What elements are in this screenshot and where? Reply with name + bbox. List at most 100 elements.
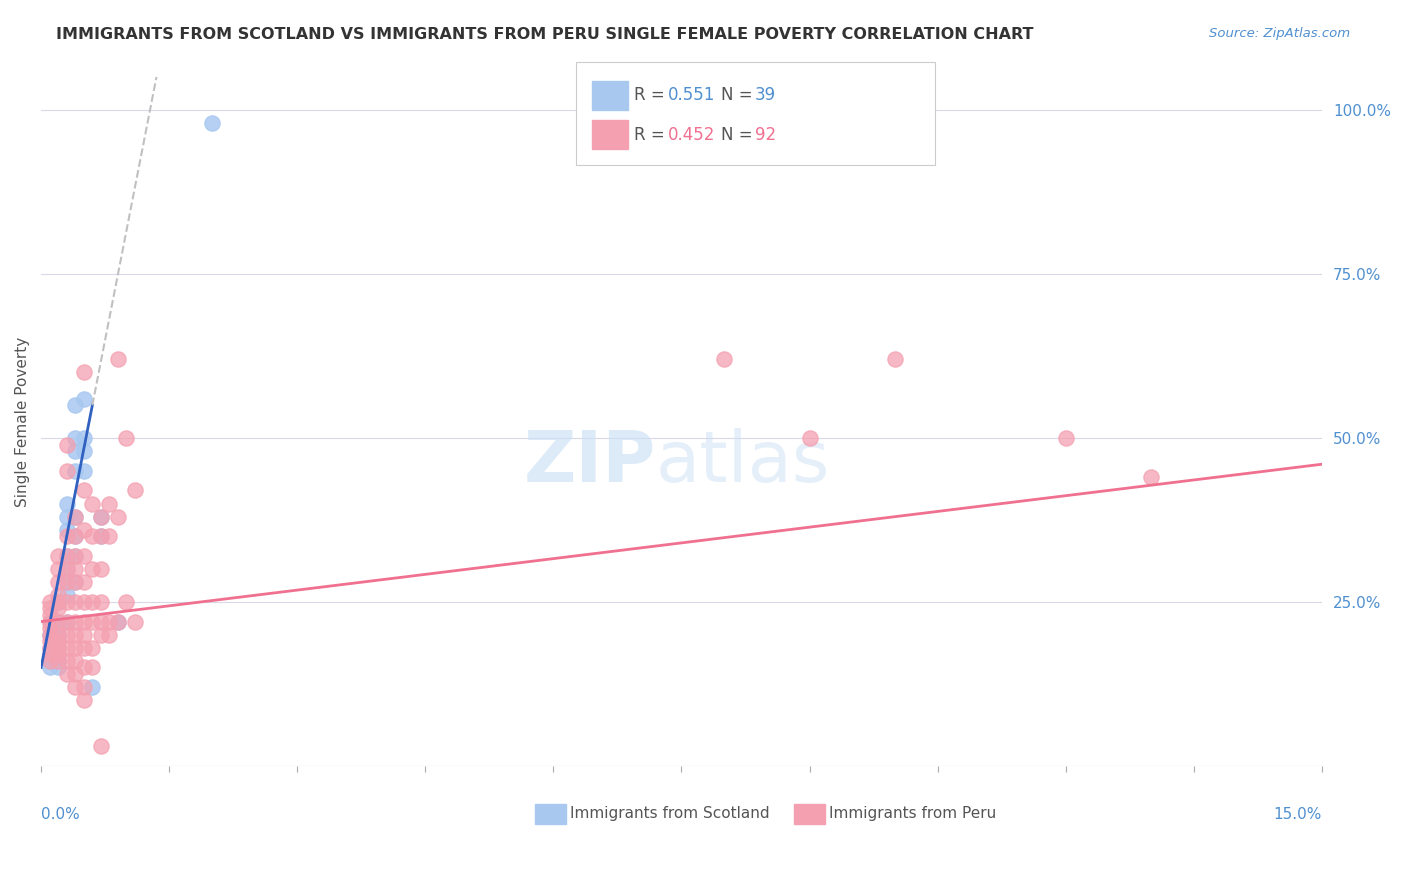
FancyBboxPatch shape [794,804,825,823]
Point [73,523,96,537]
Point [98,497,121,511]
Point [884,352,907,367]
Point [73,575,96,590]
Point [55,667,77,681]
Point [73,392,96,406]
Point [38,628,60,642]
Point [107,352,129,367]
Point [38,595,60,609]
Point [1054,431,1077,445]
Point [55,615,77,629]
Point [90,529,112,543]
Point [90,615,112,629]
Point [55,509,77,524]
Point [55,523,77,537]
Point [46,588,69,602]
Point [73,483,96,498]
Point [115,595,138,609]
Point [82,680,104,694]
Point [65,680,87,694]
Point [90,509,112,524]
Point [55,595,77,609]
Text: 0.551: 0.551 [668,87,716,104]
Point [46,628,69,642]
Point [73,660,96,674]
Point [55,640,77,655]
Point [65,464,87,478]
Point [65,667,87,681]
Point [65,549,87,563]
Point [55,562,77,576]
Point [124,483,146,498]
Point [55,654,77,668]
Point [65,640,87,655]
Text: Immigrants from Scotland: Immigrants from Scotland [569,805,769,821]
Point [38,660,60,674]
Point [98,615,121,629]
Point [38,648,60,662]
Point [73,464,96,478]
Point [46,648,69,662]
Text: atlas: atlas [655,428,831,498]
Point [82,640,104,655]
Text: 39: 39 [755,87,776,104]
Point [115,431,138,445]
Point [55,549,77,563]
Text: 0.452: 0.452 [668,126,716,144]
Point [38,640,60,655]
Point [73,628,96,642]
Point [46,575,69,590]
Point [65,509,87,524]
Point [55,529,77,543]
Text: IMMIGRANTS FROM SCOTLAND VS IMMIGRANTS FROM PERU SINGLE FEMALE POVERTY CORRELATI: IMMIGRANTS FROM SCOTLAND VS IMMIGRANTS F… [56,27,1033,42]
Point [65,529,87,543]
Point [73,595,96,609]
Point [46,628,69,642]
Point [65,529,87,543]
Text: 0.0%: 0.0% [41,807,80,822]
Point [55,497,77,511]
Point [82,497,104,511]
Point [65,562,87,576]
Y-axis label: Single Female Poverty: Single Female Poverty [15,336,30,507]
Point [90,595,112,609]
Point [799,431,821,445]
Point [98,529,121,543]
Point [65,398,87,412]
Point [46,634,69,648]
Point [46,648,69,662]
Point [55,575,77,590]
Point [46,660,69,674]
Point [46,601,69,615]
Text: ZIP: ZIP [523,428,655,498]
Point [107,615,129,629]
Point [107,509,129,524]
Point [73,640,96,655]
Point [38,621,60,635]
Point [82,562,104,576]
Point [46,640,69,655]
Text: R =: R = [634,126,671,144]
Point [55,615,77,629]
Point [73,615,96,629]
Point [65,431,87,445]
Text: Immigrants from Peru: Immigrants from Peru [828,805,995,821]
Point [46,595,69,609]
Point [38,654,60,668]
Point [55,464,77,478]
Text: Source: ZipAtlas.com: Source: ZipAtlas.com [1209,27,1350,40]
Point [38,634,60,648]
Point [201,116,224,130]
Point [38,640,60,655]
Text: N =: N = [721,87,758,104]
Point [90,562,112,576]
Point [73,680,96,694]
Point [46,615,69,629]
Point [90,509,112,524]
Point [65,509,87,524]
Point [46,654,69,668]
Text: 15.0%: 15.0% [1274,807,1322,822]
Point [82,660,104,674]
Text: N =: N = [721,126,758,144]
Point [46,621,69,635]
